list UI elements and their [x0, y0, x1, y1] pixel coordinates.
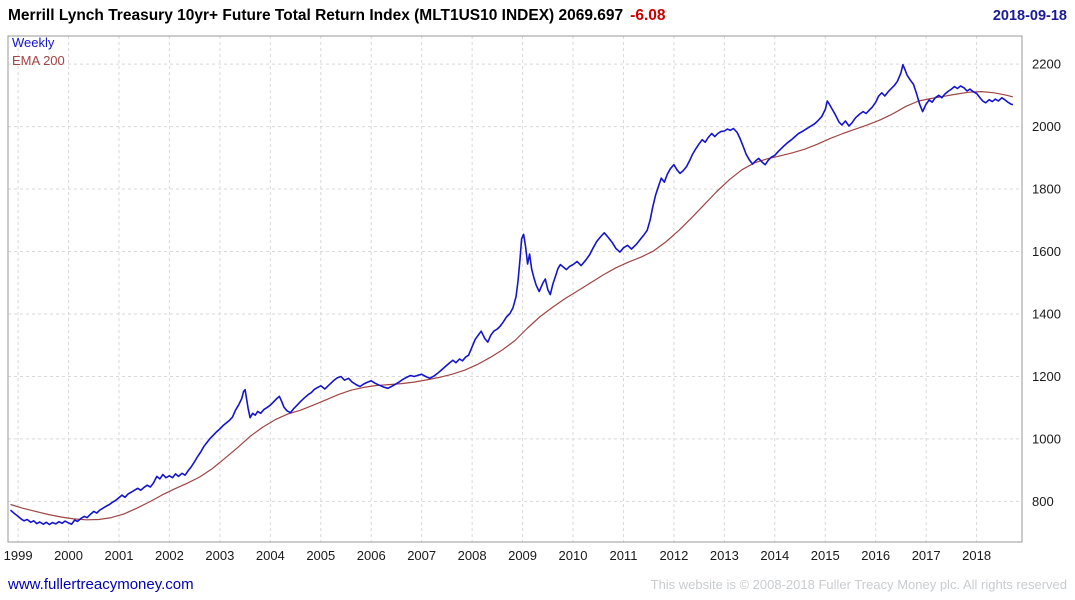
svg-text:1600: 1600: [1032, 244, 1061, 259]
svg-text:2010: 2010: [559, 548, 588, 563]
site-link[interactable]: www.fullertreacymoney.com: [8, 575, 194, 593]
svg-text:1200: 1200: [1032, 369, 1061, 384]
chart-date: 2018-09-18: [992, 8, 1067, 24]
svg-text:2007: 2007: [407, 548, 436, 563]
svg-text:2004: 2004: [256, 548, 285, 563]
svg-text:2018: 2018: [962, 548, 991, 563]
svg-text:2011: 2011: [609, 548, 637, 563]
svg-text:1800: 1800: [1032, 182, 1061, 197]
svg-text:2003: 2003: [205, 548, 234, 563]
svg-text:2008: 2008: [458, 548, 487, 563]
svg-text:2017: 2017: [912, 548, 941, 563]
svg-text:1999: 1999: [4, 548, 33, 563]
legend-item-ema200: EMA 200: [12, 53, 65, 68]
legend-item-weekly: Weekly: [12, 35, 55, 50]
svg-text:2009: 2009: [508, 548, 537, 563]
svg-text:2005: 2005: [306, 548, 335, 563]
page-footer: www.fullertreacymoney.com This website i…: [0, 574, 1075, 600]
svg-text:2001: 2001: [105, 548, 134, 563]
svg-text:2000: 2000: [1032, 119, 1061, 134]
chart-title: Merrill Lynch Treasury 10yr+ Future Tota…: [8, 7, 624, 24]
svg-text:1000: 1000: [1032, 431, 1061, 446]
chart-header: Merrill Lynch Treasury 10yr+ Future Tota…: [0, 0, 1075, 28]
chart-title-row: Merrill Lynch Treasury 10yr+ Future Tota…: [8, 7, 666, 25]
svg-text:2002: 2002: [155, 548, 184, 563]
svg-text:2006: 2006: [357, 548, 386, 563]
copyright-text: This website is © 2008-2018 Fuller Treac…: [650, 576, 1067, 592]
svg-text:2012: 2012: [659, 548, 688, 563]
svg-text:2000: 2000: [54, 548, 83, 563]
svg-text:1400: 1400: [1032, 306, 1061, 321]
svg-text:2015: 2015: [811, 548, 840, 563]
svg-text:2014: 2014: [760, 548, 789, 563]
chart-change-value: -6.08: [630, 7, 666, 24]
svg-text:2200: 2200: [1032, 57, 1061, 72]
svg-text:2016: 2016: [861, 548, 890, 563]
chart-legend: Weekly EMA 200: [12, 34, 65, 70]
price-chart: 800 1000 1200 1400 1600 1800 2000 2200 1999 2000 2…: [4, 35, 1061, 563]
svg-text:800: 800: [1032, 494, 1054, 509]
svg-text:2013: 2013: [710, 548, 739, 563]
